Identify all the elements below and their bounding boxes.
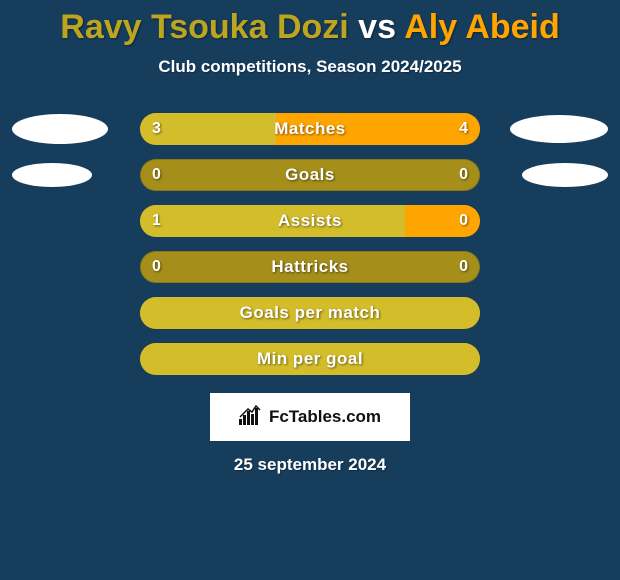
stat-bar: Goals per match xyxy=(140,297,480,329)
stat-label: Matches xyxy=(140,113,480,145)
stat-row: Goals0 0 xyxy=(0,159,620,191)
stat-value-left: 3 xyxy=(152,113,161,145)
stat-bar: Goals0 0 xyxy=(140,159,480,191)
title: Ravy Tsouka Dozi vs Aly Abeid xyxy=(0,0,620,47)
stat-row: Min per goal xyxy=(0,343,620,375)
title-vs: vs xyxy=(358,8,396,46)
stat-label: Goals per match xyxy=(140,297,480,329)
stat-label: Assists xyxy=(140,205,480,237)
stat-bar: Hattricks0 0 xyxy=(140,251,480,283)
stat-value-left: 1 xyxy=(152,205,161,237)
player1-badge xyxy=(12,114,108,144)
stat-row: Hattricks0 0 xyxy=(0,251,620,283)
stat-value-right: 0 xyxy=(459,159,468,191)
comparison-rows: Matches34Goals00Assists10Hattricks00Goal… xyxy=(0,113,620,375)
subtitle: Club competitions, Season 2024/2025 xyxy=(0,57,620,77)
stat-value-right: 0 xyxy=(459,251,468,283)
date-text: 25 september 2024 xyxy=(0,455,620,475)
stat-bar: Matches3 4 xyxy=(140,113,480,145)
stat-bar: Assists1 0 xyxy=(140,205,480,237)
stat-value-right: 0 xyxy=(459,205,468,237)
stat-value-right: 4 xyxy=(459,113,468,145)
stat-label: Min per goal xyxy=(140,343,480,375)
stat-row: Matches3 4 xyxy=(0,113,620,145)
stat-row: Goals per match xyxy=(0,297,620,329)
stat-row: Assists1 0 xyxy=(0,205,620,237)
stat-value-left: 0 xyxy=(152,159,161,191)
stat-bar: Min per goal xyxy=(140,343,480,375)
brand-badge: FcTables.com xyxy=(210,393,410,441)
title-player2: Aly Abeid xyxy=(404,8,560,46)
fctables-icon xyxy=(239,405,263,430)
stat-label: Goals xyxy=(140,159,480,191)
brand-text: FcTables.com xyxy=(269,407,381,427)
player2-badge xyxy=(522,163,608,187)
player1-badge xyxy=(12,163,92,187)
player2-badge xyxy=(510,115,608,143)
stat-label: Hattricks xyxy=(140,251,480,283)
title-player1: Ravy Tsouka Dozi xyxy=(60,8,348,46)
stat-value-left: 0 xyxy=(152,251,161,283)
